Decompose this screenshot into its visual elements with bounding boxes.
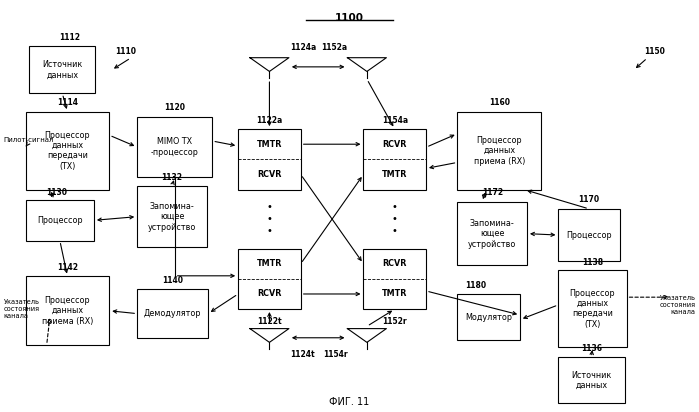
Text: RCVR: RCVR	[257, 290, 282, 298]
Text: 1150: 1150	[644, 47, 665, 56]
Text: 1130: 1130	[46, 188, 67, 197]
Text: 1114: 1114	[57, 98, 78, 108]
FancyBboxPatch shape	[26, 276, 109, 345]
FancyBboxPatch shape	[29, 47, 95, 94]
Text: Запомина-
ющее
устройство: Запомина- ющее устройство	[147, 202, 196, 232]
Text: 1154r: 1154r	[323, 351, 347, 359]
FancyBboxPatch shape	[137, 290, 208, 338]
Text: 1110: 1110	[115, 47, 136, 56]
FancyBboxPatch shape	[559, 209, 619, 261]
Text: 1138: 1138	[582, 258, 603, 267]
Text: 1154a: 1154a	[382, 115, 408, 124]
FancyBboxPatch shape	[137, 186, 207, 247]
Text: 1100: 1100	[335, 13, 364, 23]
Text: Процессор
данных
передачи
(TX): Процессор данных передачи (TX)	[570, 289, 615, 329]
Text: Источник
данных: Источник данных	[42, 60, 82, 80]
FancyBboxPatch shape	[363, 248, 426, 309]
Text: Модулятор: Модулятор	[466, 313, 512, 322]
Text: Процессор
данных
передачи
(TX): Процессор данных передачи (TX)	[45, 131, 90, 171]
Text: 1140: 1140	[162, 276, 183, 285]
FancyBboxPatch shape	[238, 248, 301, 309]
FancyBboxPatch shape	[26, 112, 109, 190]
Text: RCVR: RCVR	[257, 170, 282, 179]
Text: 1170: 1170	[579, 195, 600, 204]
Text: RCVR: RCVR	[382, 140, 407, 149]
Text: 1120: 1120	[164, 103, 185, 112]
Text: 1112: 1112	[59, 33, 80, 42]
Text: TMTR: TMTR	[382, 170, 408, 179]
Text: 1122a: 1122a	[257, 115, 282, 124]
Text: 1142: 1142	[57, 263, 78, 272]
Text: Процессор: Процессор	[37, 216, 82, 225]
Text: Процессор
данных
приема (RX): Процессор данных приема (RX)	[473, 136, 525, 166]
Text: TMTR: TMTR	[257, 259, 282, 268]
FancyBboxPatch shape	[559, 358, 624, 403]
Text: Пилот-сигнал: Пилот-сигнал	[3, 137, 54, 143]
Text: RCVR: RCVR	[382, 259, 407, 268]
Text: •
•
•: • • •	[266, 202, 273, 236]
Text: Демодулятор: Демодулятор	[144, 309, 201, 318]
Text: 1124a: 1124a	[290, 43, 317, 52]
FancyBboxPatch shape	[137, 117, 212, 177]
Text: Запомина-
ющее
устройство: Запомина- ющее устройство	[468, 219, 517, 248]
Text: MIMO TX
-процессор: MIMO TX -процессор	[151, 137, 199, 157]
FancyBboxPatch shape	[559, 270, 626, 347]
Text: TMTR: TMTR	[257, 140, 282, 149]
Text: Процессор
данных
приема (RX): Процессор данных приема (RX)	[42, 296, 93, 325]
Text: TMTR: TMTR	[382, 290, 408, 298]
Polygon shape	[347, 329, 387, 342]
FancyBboxPatch shape	[457, 295, 520, 340]
Text: 1124t: 1124t	[290, 351, 315, 359]
Text: Процессор: Процессор	[566, 231, 612, 239]
Text: 1180: 1180	[466, 281, 487, 290]
Text: Указатель
состояния
канала: Указатель состояния канала	[3, 299, 40, 319]
FancyBboxPatch shape	[457, 112, 541, 190]
FancyBboxPatch shape	[457, 202, 527, 265]
Polygon shape	[250, 329, 289, 342]
Text: 1136: 1136	[581, 344, 602, 353]
Text: 1152r: 1152r	[382, 317, 407, 326]
Text: Указатель
состояния
канала: Указатель состояния канала	[659, 295, 696, 315]
Text: 1122t: 1122t	[257, 317, 282, 326]
Polygon shape	[347, 58, 387, 71]
Text: Источник
данных: Источник данных	[571, 371, 612, 390]
FancyBboxPatch shape	[363, 129, 426, 190]
Text: •
•
•: • • •	[392, 202, 398, 236]
Polygon shape	[250, 58, 289, 71]
Text: 1132: 1132	[161, 173, 182, 182]
FancyBboxPatch shape	[26, 200, 94, 241]
Text: 1172: 1172	[482, 188, 503, 197]
Text: 1152a: 1152a	[322, 43, 347, 52]
Text: ФИГ. 11: ФИГ. 11	[329, 397, 370, 407]
FancyBboxPatch shape	[238, 129, 301, 190]
Text: 1160: 1160	[489, 98, 510, 108]
